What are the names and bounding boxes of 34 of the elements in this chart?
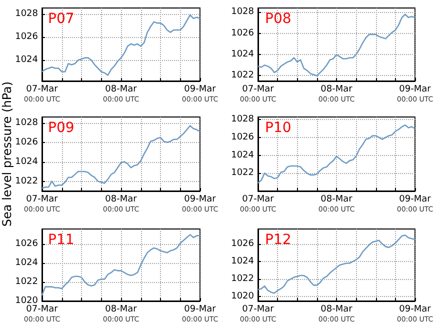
y-tick-label: 1022 [231, 274, 254, 284]
y-tick-label: 1028 [15, 8, 38, 19]
y-tick-label: 1026 [15, 32, 38, 42]
y-tick-label: 1024 [15, 156, 38, 167]
y-tick-label: 1028 [231, 114, 254, 125]
line-series [257, 14, 416, 76]
y-tick-label: 1026 [231, 132, 254, 143]
y-tick-label: 1020 [231, 292, 254, 302]
line-series [257, 234, 416, 294]
chart-title: P11 [48, 232, 74, 248]
y-tick-label: 1028 [15, 118, 38, 128]
y-tick-label: 1024 [15, 55, 38, 66]
y-tick-label: 1022 [231, 168, 254, 178]
y-tick-label: 1022 [15, 176, 38, 186]
y-tick-label: 1022 [15, 277, 38, 288]
chart-title: P10 [265, 120, 292, 136]
y-tick-label: 1026 [15, 137, 38, 148]
y-tick-label: 1022 [231, 70, 254, 81]
y-tick-label: 1026 [231, 238, 254, 249]
y-tick-label: 1024 [231, 50, 254, 60]
line-series [41, 14, 201, 76]
y-axis-title: Sea level pressure (hPa) [0, 81, 14, 227]
y-tick-label: 1024 [231, 150, 254, 160]
line-series [41, 234, 201, 296]
chart-title: P07 [48, 11, 74, 27]
y-tick-label: 1026 [15, 239, 38, 250]
y-tick-label: 1026 [231, 28, 254, 38]
y-tick-label: 1024 [231, 256, 254, 266]
chart-title: P08 [265, 11, 292, 27]
chart-title: P12 [265, 232, 292, 248]
y-tick-label: 1020 [15, 296, 38, 306]
y-tick-label: 1028 [231, 7, 254, 18]
y-tick-label: 1024 [15, 258, 38, 268]
chart-title: P09 [48, 120, 74, 136]
